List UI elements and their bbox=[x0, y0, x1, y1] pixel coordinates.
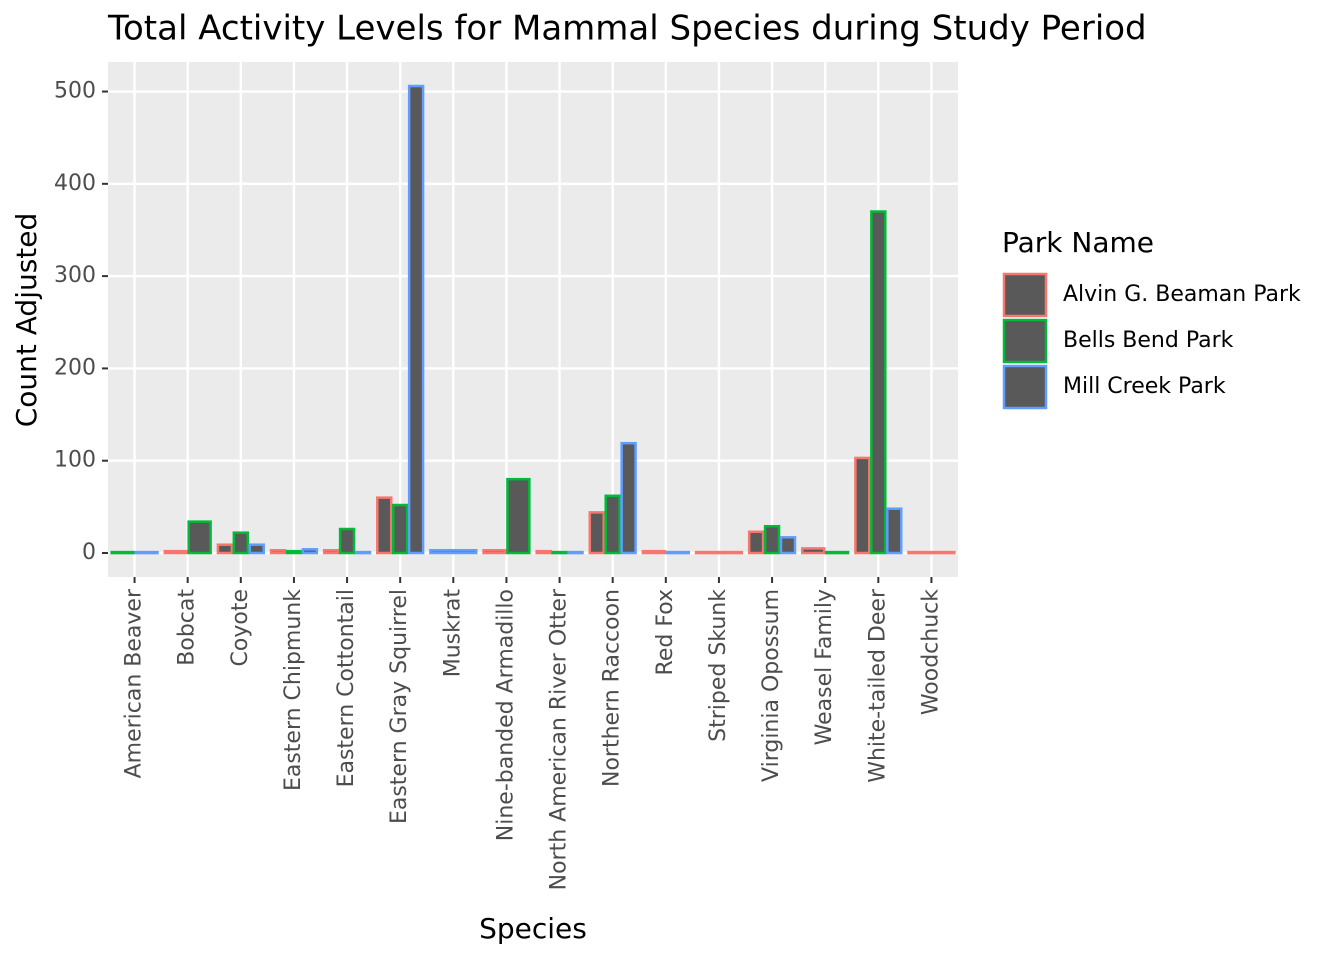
bar bbox=[429, 548, 478, 555]
bar bbox=[391, 503, 409, 555]
bar bbox=[506, 477, 531, 555]
bar bbox=[779, 536, 797, 555]
x-tick-label: Northern Raccoon bbox=[600, 589, 625, 787]
x-axis-title: Species bbox=[479, 912, 587, 945]
chart-title: Total Activity Levels for Mammal Species… bbox=[107, 9, 1147, 49]
bar bbox=[110, 550, 135, 555]
bar bbox=[620, 441, 637, 555]
legend-label: Bells Bend Park bbox=[1063, 328, 1234, 353]
bar bbox=[301, 548, 319, 555]
bar bbox=[870, 210, 887, 555]
y-axis-title: Count Adjusted bbox=[10, 213, 43, 428]
bar bbox=[248, 543, 265, 555]
bar bbox=[232, 531, 250, 555]
bar bbox=[482, 548, 507, 555]
bar bbox=[801, 547, 826, 555]
bar bbox=[665, 550, 690, 555]
legend-label: Alvin G. Beaman Park bbox=[1063, 282, 1301, 307]
bar bbox=[907, 550, 956, 555]
y-tick-label: 500 bbox=[54, 79, 96, 104]
legend-key bbox=[1002, 272, 1048, 318]
bar bbox=[376, 496, 393, 555]
bar bbox=[134, 550, 159, 555]
bar bbox=[567, 550, 584, 555]
bar bbox=[824, 550, 850, 555]
x-tick-label: Eastern Chipmunk bbox=[281, 589, 306, 791]
x-tick-label: American Beaver bbox=[122, 588, 147, 778]
x-tick-label: Eastern Cottontail bbox=[334, 589, 359, 787]
bar bbox=[641, 549, 667, 555]
bar bbox=[763, 524, 781, 555]
x-tick-label: Red Fox bbox=[653, 589, 678, 675]
x-tick-label: Weasel Family bbox=[812, 589, 837, 745]
y-tick-label: 200 bbox=[54, 355, 96, 380]
bar bbox=[747, 530, 765, 555]
y-tick-label: 400 bbox=[54, 171, 96, 196]
panel bbox=[108, 62, 958, 577]
bar bbox=[588, 511, 605, 555]
x-tick-label: Virginia Opossum bbox=[759, 589, 784, 782]
x-tick-label: Bobcat bbox=[175, 589, 200, 666]
legend-key bbox=[1002, 318, 1048, 364]
bar bbox=[886, 507, 903, 555]
bar bbox=[216, 543, 234, 555]
bar bbox=[407, 84, 425, 555]
bar bbox=[354, 550, 372, 555]
bar bbox=[338, 527, 356, 555]
x-tick-label: Nine-banded Armadillo bbox=[493, 589, 518, 841]
bar bbox=[535, 549, 552, 555]
bar bbox=[854, 456, 871, 555]
y-tick-label: 0 bbox=[82, 540, 96, 565]
legend-label: Mill Creek Park bbox=[1063, 374, 1226, 399]
bar bbox=[163, 549, 188, 555]
y-tick-label: 100 bbox=[54, 448, 96, 473]
bar bbox=[269, 548, 287, 555]
y-tick-label: 300 bbox=[54, 263, 96, 288]
x-tick-label: Coyote bbox=[228, 589, 253, 666]
bar bbox=[187, 520, 212, 555]
bar bbox=[285, 549, 303, 555]
bar bbox=[322, 548, 340, 555]
bar bbox=[694, 550, 744, 555]
x-tick-label: North American River Otter bbox=[547, 588, 572, 890]
x-tick-label: Striped Skunk bbox=[706, 589, 731, 742]
x-tick-label: White-tailed Deer bbox=[865, 588, 890, 783]
x-tick-label: Muskrat bbox=[440, 589, 465, 678]
x-tick-label: Eastern Gray Squirrel bbox=[387, 589, 412, 824]
legend-key bbox=[1002, 364, 1048, 410]
bar bbox=[604, 494, 621, 555]
x-tick-label: Woodchuck bbox=[918, 589, 943, 715]
legend-title: Park Name bbox=[1002, 226, 1154, 259]
bar bbox=[551, 550, 568, 555]
